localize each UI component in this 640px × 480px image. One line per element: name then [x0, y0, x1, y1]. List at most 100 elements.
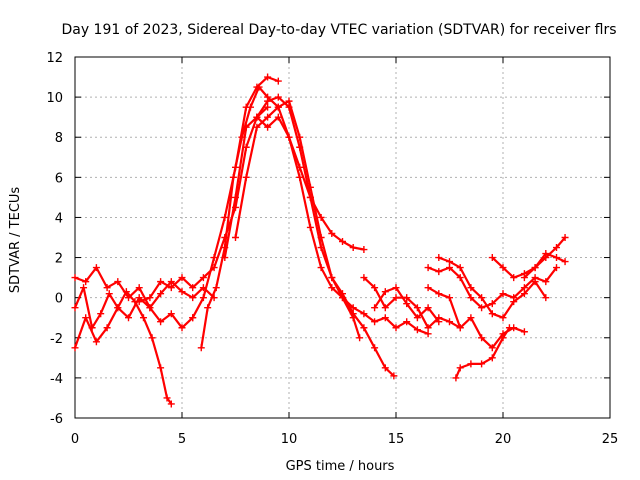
- data-point: [435, 318, 443, 326]
- data-point: [531, 264, 539, 272]
- data-point: [253, 113, 261, 121]
- data-point: [424, 330, 432, 338]
- y-tick-label: -4: [50, 372, 63, 387]
- data-point: [371, 318, 379, 326]
- data-point: [339, 238, 346, 246]
- data-point: [520, 284, 528, 292]
- data-point: [232, 193, 239, 201]
- data-point: [212, 284, 220, 292]
- data-point: [452, 374, 460, 382]
- data-point: [371, 344, 379, 352]
- data-point: [531, 278, 539, 286]
- y-tick-label: 2: [55, 252, 63, 267]
- data-point: [435, 268, 443, 276]
- data-point: [446, 264, 453, 272]
- data-point: [561, 234, 569, 241]
- series-4: [135, 103, 272, 306]
- data-point: [157, 290, 165, 298]
- data-point: [424, 284, 432, 292]
- data-point: [167, 284, 175, 292]
- series-line: [491, 236, 567, 279]
- data-point: [403, 318, 411, 326]
- y-tick-label: 8: [55, 131, 63, 146]
- data-point: [80, 284, 88, 292]
- data-point: [356, 334, 364, 342]
- data-point: [488, 310, 496, 318]
- data-point: [446, 318, 453, 326]
- data-point: [328, 229, 336, 237]
- axis-ticks: 0 5 10 15 20 25 -6 -4 -2 0 2 4 6 8 10 12: [46, 51, 618, 447]
- data-point: [146, 294, 154, 302]
- data-point: [339, 294, 346, 302]
- data-point: [381, 314, 389, 322]
- data-point: [242, 123, 250, 131]
- data-point: [488, 300, 496, 308]
- series-line: [362, 276, 462, 329]
- data-point: [381, 364, 389, 372]
- data-point: [163, 394, 171, 402]
- data-point: [403, 300, 411, 308]
- data-point: [520, 290, 528, 298]
- data-point: [103, 284, 111, 292]
- x-axis-title: GPS time / hours: [286, 459, 395, 474]
- data-point: [456, 364, 464, 372]
- y-tick-label: 10: [46, 91, 63, 106]
- x-tick-label: 0: [71, 432, 79, 447]
- data-point: [135, 284, 143, 292]
- data-point: [139, 314, 147, 322]
- data-point: [71, 344, 79, 352]
- series-9: [253, 113, 432, 338]
- data-point: [381, 288, 389, 296]
- data-point: [242, 173, 250, 181]
- data-point: [189, 314, 197, 322]
- data-point: [274, 103, 282, 111]
- x-tick-label: 15: [388, 432, 405, 447]
- series-7: [221, 93, 398, 380]
- data-point: [197, 344, 205, 352]
- data-point: [253, 123, 261, 131]
- data-point: [542, 278, 550, 286]
- data-point: [360, 310, 368, 318]
- data-point: [264, 123, 272, 131]
- series-1: [71, 284, 175, 408]
- series-16: [488, 234, 569, 282]
- data-point: [488, 354, 496, 362]
- data-point: [92, 338, 100, 346]
- data-point: [553, 264, 560, 272]
- data-point: [542, 250, 550, 258]
- data-point: [306, 183, 314, 191]
- series-17: [520, 250, 569, 282]
- data-point: [264, 113, 272, 121]
- data-point: [360, 246, 368, 254]
- data-point: [478, 304, 486, 312]
- data-point: [446, 294, 453, 302]
- data-point: [92, 264, 100, 272]
- data-point: [105, 290, 113, 298]
- data-point: [125, 294, 132, 302]
- data-point: [204, 304, 212, 312]
- data-point: [499, 290, 507, 298]
- series-11: [371, 284, 443, 326]
- data-point: [125, 314, 132, 322]
- data-point: [499, 334, 507, 342]
- data-point: [349, 244, 357, 252]
- data-point: [71, 304, 79, 312]
- series-10: [360, 274, 464, 332]
- data-point: [499, 314, 507, 322]
- data-point: [456, 274, 464, 282]
- data-point: [467, 314, 475, 322]
- data-point: [274, 113, 282, 121]
- series-line: [255, 116, 430, 335]
- series-line: [73, 266, 216, 309]
- data-point: [82, 278, 90, 286]
- series-15: [435, 254, 550, 322]
- data-point: [167, 278, 175, 286]
- data-point: [392, 294, 400, 302]
- data-point: [210, 254, 218, 262]
- data-point: [435, 254, 443, 262]
- data-point: [246, 103, 254, 111]
- series-line: [73, 286, 173, 406]
- x-tick-label: 10: [281, 432, 298, 447]
- data-point: [510, 298, 518, 306]
